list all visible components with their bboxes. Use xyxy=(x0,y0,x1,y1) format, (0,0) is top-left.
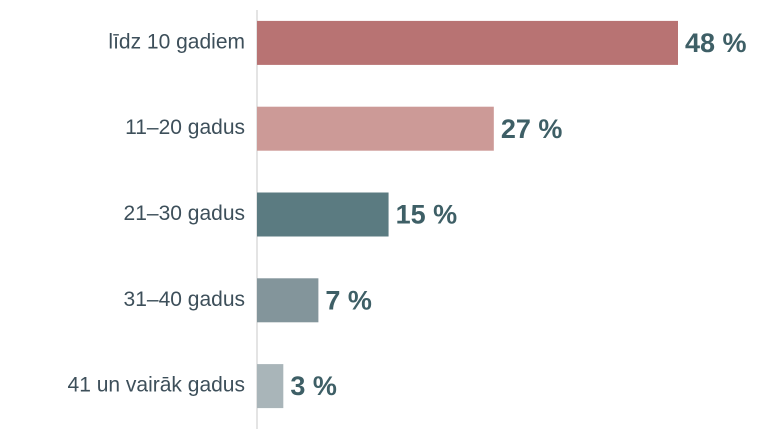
value-label: 27 % xyxy=(501,114,563,144)
bar xyxy=(257,364,284,409)
bar xyxy=(257,106,494,151)
bar xyxy=(257,20,678,65)
category-label: 31–40 gadus xyxy=(124,288,245,311)
category-label: 41 un vairāk gadus xyxy=(68,374,245,397)
value-label: 7 % xyxy=(325,285,372,315)
bar xyxy=(257,278,319,323)
value-label: 15 % xyxy=(396,200,458,230)
category-label: 21–30 gadus xyxy=(124,202,245,225)
category-label: līdz 10 gadiem xyxy=(108,30,245,53)
category-label: 11–20 gadus xyxy=(125,116,245,139)
bar xyxy=(257,192,389,237)
value-label: 48 % xyxy=(685,28,747,58)
value-label: 3 % xyxy=(290,371,337,401)
